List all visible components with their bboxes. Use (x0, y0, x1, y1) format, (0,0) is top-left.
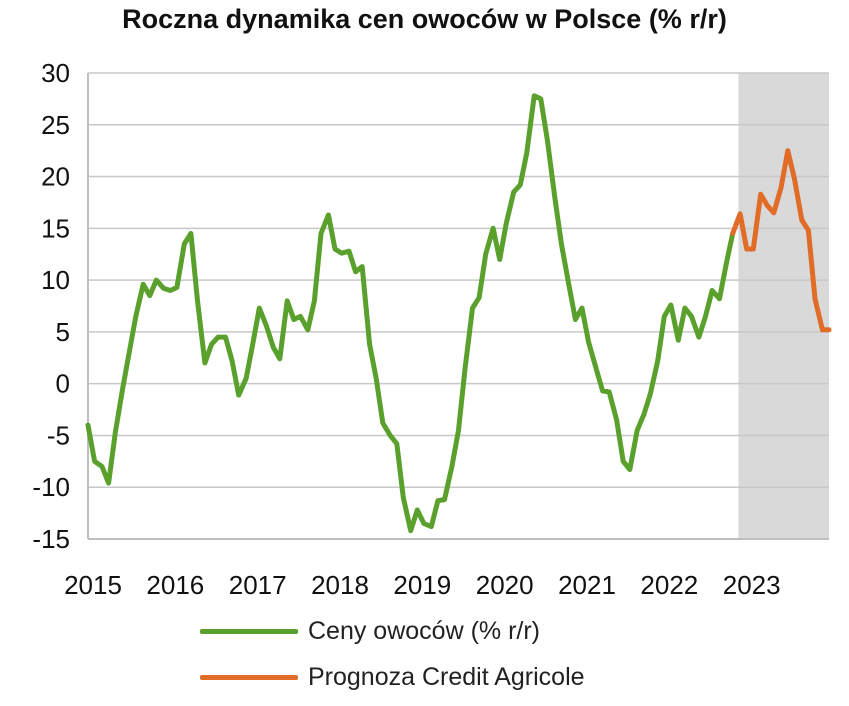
legend-swatch-forecast (200, 674, 298, 680)
x-tick-label: 2020 (476, 570, 534, 600)
x-tick-label: 2017 (229, 570, 287, 600)
y-tick-label: 25 (41, 110, 70, 140)
legend-label-forecast: Prognoza Credit Agricole (308, 662, 585, 691)
legend-item-actual: Ceny owoców (% r/r) (200, 614, 800, 648)
y-tick-label: -5 (47, 420, 70, 450)
y-tick-label: 10 (41, 265, 70, 295)
legend-label-actual: Ceny owoców (% r/r) (308, 616, 540, 645)
y-tick-label: 5 (56, 317, 70, 347)
y-tick-label: 15 (41, 213, 70, 243)
x-tick-label: 2023 (723, 570, 781, 600)
x-tick-label: 2021 (558, 570, 616, 600)
chart-title: Roczna dynamika cen owoców w Polsce (% r… (122, 4, 727, 34)
y-tick-label: 30 (41, 58, 70, 88)
x-tick-label: 2019 (393, 570, 451, 600)
x-tick-label: 2016 (146, 570, 204, 600)
y-tick-label: 0 (56, 369, 70, 399)
forecast-shaded-region (738, 73, 829, 539)
series-line-actual (85, 93, 736, 534)
x-tick-label: 2015 (64, 570, 122, 600)
x-tick-label: 2022 (640, 570, 698, 600)
series-line-forecast (730, 148, 832, 333)
x-tick-label: 2018 (311, 570, 369, 600)
legend-swatch-actual (200, 628, 298, 634)
y-tick-label: -15 (32, 524, 70, 554)
y-tick-label: 20 (41, 162, 70, 192)
y-tick-label: -10 (32, 472, 70, 502)
legend-item-forecast: Prognoza Credit Agricole (200, 660, 800, 694)
